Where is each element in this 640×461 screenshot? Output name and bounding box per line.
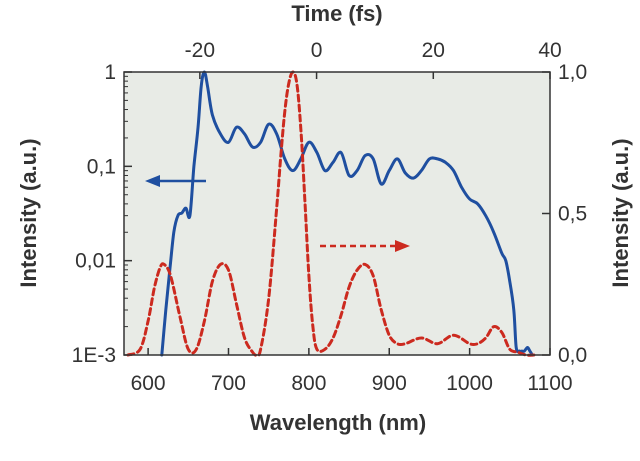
right-y-tick-label: 0,0 [558, 344, 587, 367]
x-tick-label: 1000 [446, 372, 493, 395]
x-tick-label: 600 [131, 372, 166, 395]
top-x-tick-label: 20 [422, 39, 445, 62]
top-x-axis-title: Time (fs) [291, 1, 382, 26]
plot-area [124, 72, 550, 355]
spectrum-log-line [160, 70, 534, 357]
left-y-tick-label: 1 [104, 61, 116, 84]
pulse-linear-line [126, 70, 536, 358]
left-y-tick-label: 0,1 [87, 155, 116, 178]
right-y-axis-title: Intensity (a.u.) [608, 138, 633, 287]
right-axis-arrow-head [395, 240, 410, 252]
x-axis-title: Wavelength (nm) [250, 410, 426, 435]
x-tick-label: 800 [291, 372, 326, 395]
top-x-tick-label: -20 [185, 39, 215, 62]
plot-frame [123, 71, 551, 356]
x-tick-label: 700 [211, 372, 246, 395]
right-y-tick-label: 0,5 [558, 203, 587, 226]
series-layer [126, 70, 536, 358]
x-tick-label: 1100 [527, 372, 572, 395]
arrows-layer [145, 175, 410, 252]
tick-labels: 600 700 800 900 1000 1100-20 0 20 401E-30,010,11… [72, 39, 588, 395]
left-axis-arrow-head [145, 175, 160, 187]
left-y-tick-label: 0,01 [75, 250, 116, 273]
x-tick-label: 900 [372, 372, 407, 395]
top-x-tick-label: 0 [311, 39, 323, 62]
top-x-tick-label: 40 [538, 39, 561, 62]
right-y-tick-label: 1,0 [558, 61, 587, 84]
left-y-axis-title: Intensity (a.u.) [16, 138, 41, 287]
left-y-tick-label: 1E-3 [72, 344, 116, 367]
